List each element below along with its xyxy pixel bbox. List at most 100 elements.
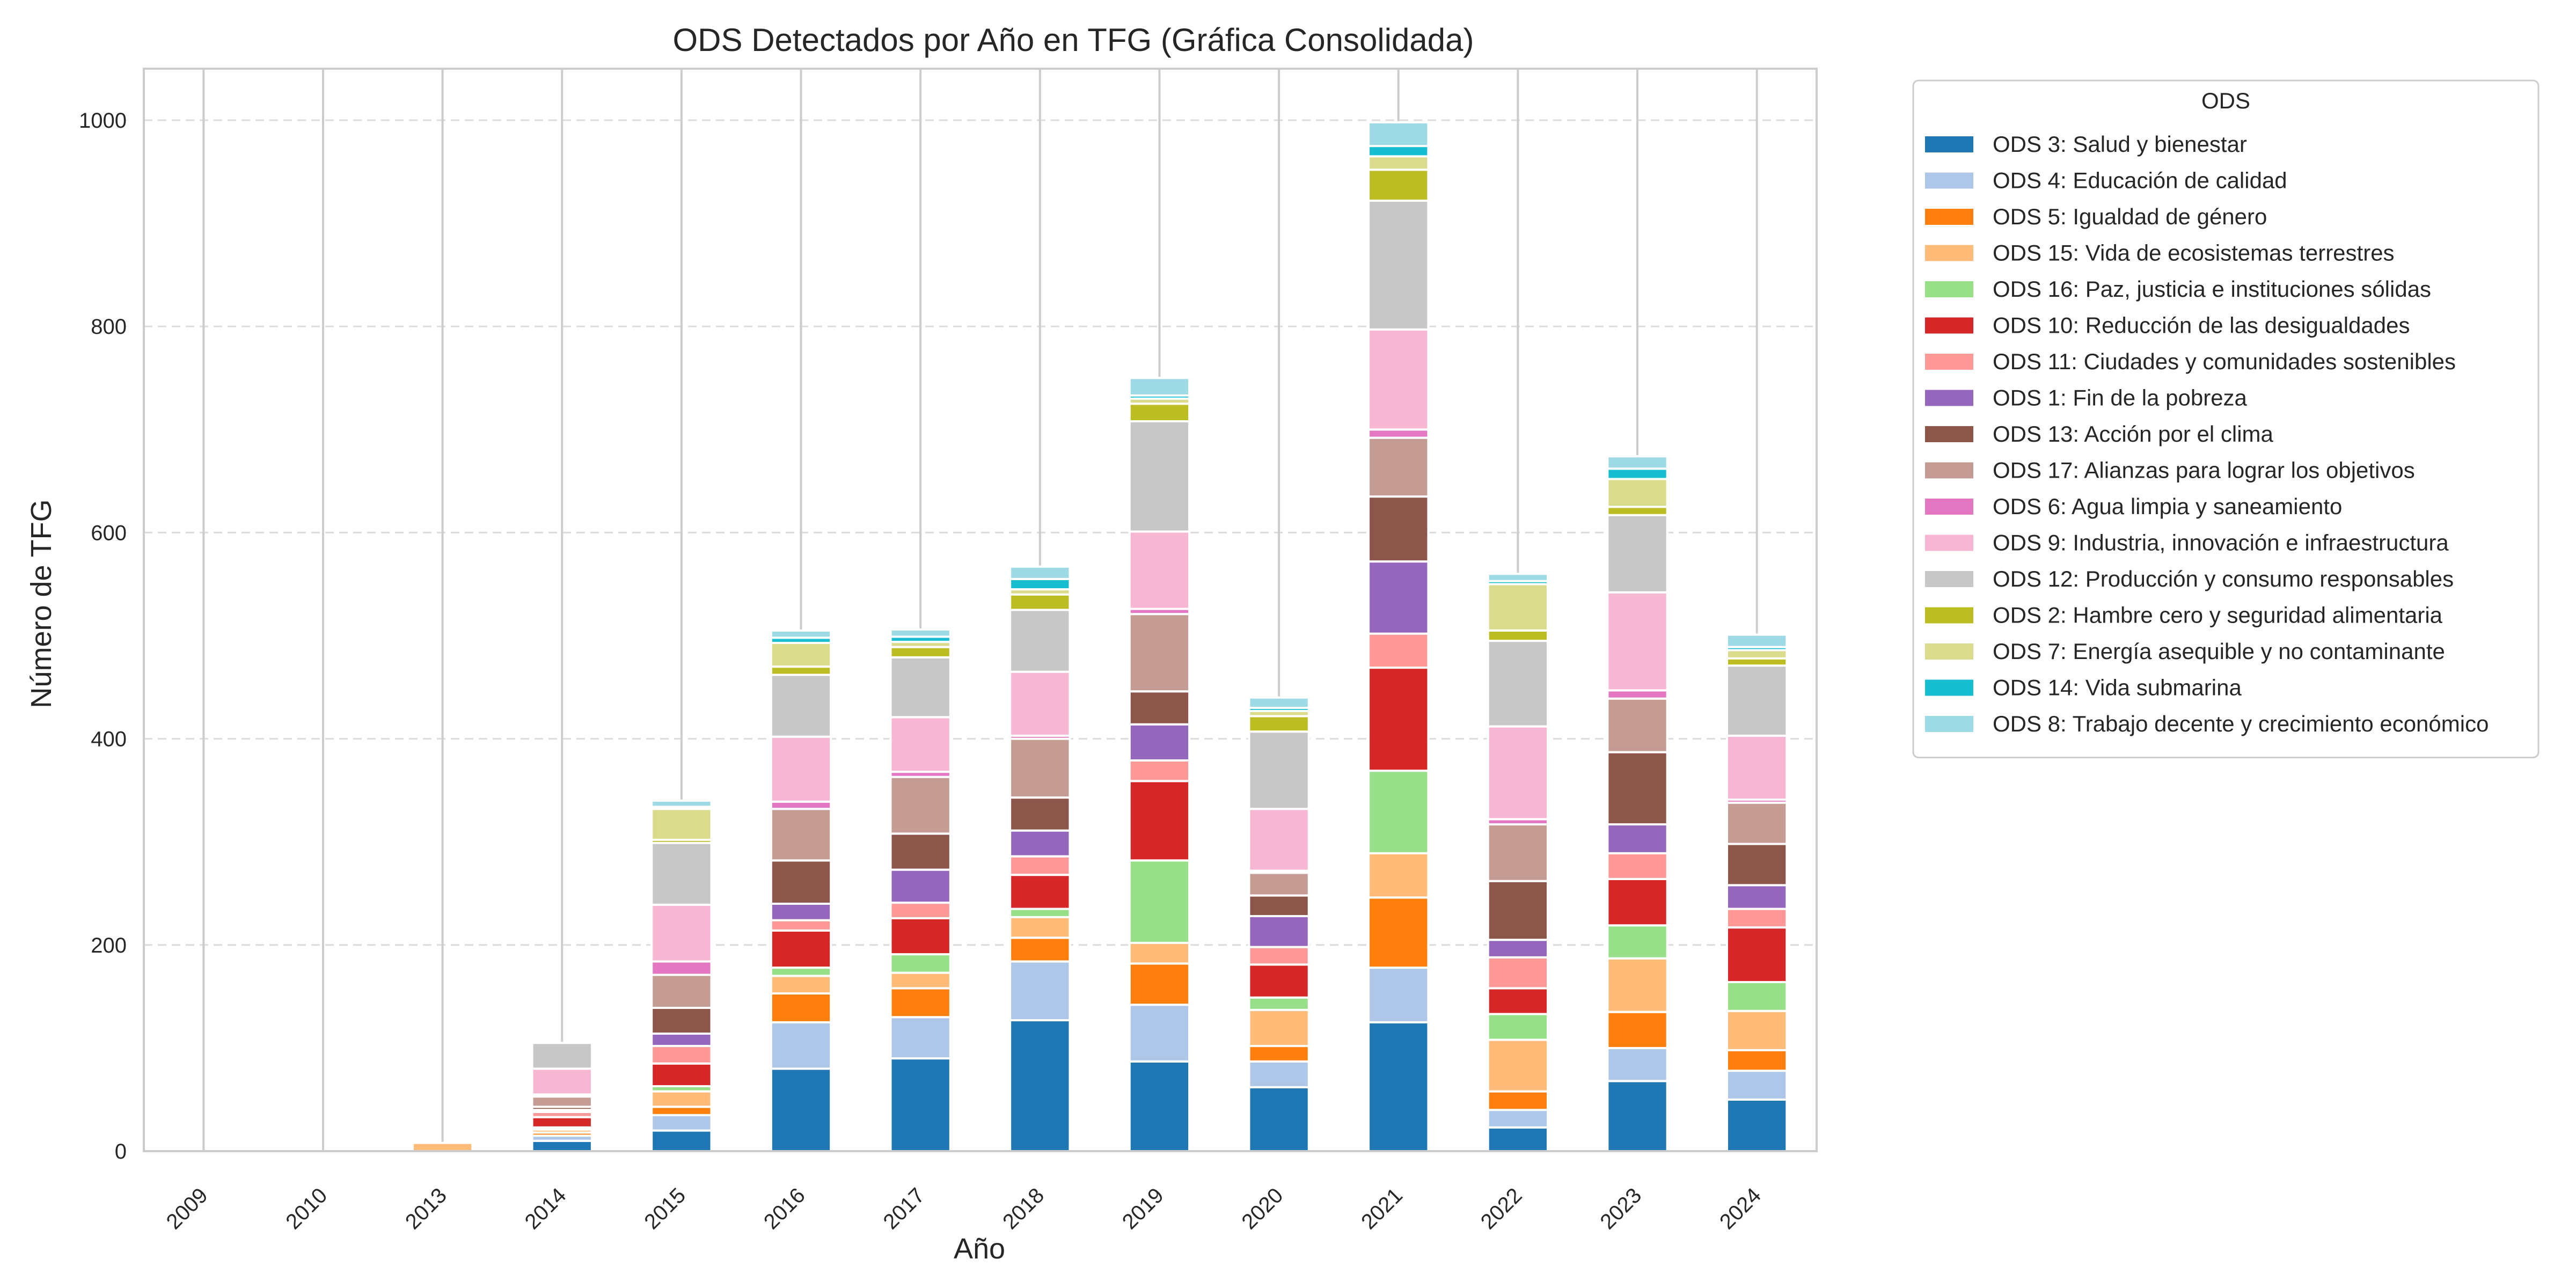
legend-item: ODS 1: Fin de la pobreza bbox=[1925, 385, 2248, 411]
legend-item: ODS 3: Salud y bienestar bbox=[1925, 131, 2247, 157]
bar-segment bbox=[1606, 467, 1668, 480]
bar-segment bbox=[1248, 808, 1310, 872]
bar-segment bbox=[1367, 896, 1430, 969]
y-tick-label: 800 bbox=[91, 315, 127, 339]
bar-segment bbox=[650, 799, 713, 808]
bar-segment bbox=[1128, 1060, 1191, 1153]
bar-segment bbox=[1009, 960, 1071, 1022]
bar-stack-2019 bbox=[1128, 377, 1191, 1153]
bar-segment bbox=[1487, 987, 1549, 1015]
bar-segment bbox=[1009, 916, 1071, 939]
bar-segment bbox=[1367, 328, 1430, 431]
bar-segment bbox=[1487, 1109, 1549, 1129]
bar-segment bbox=[1367, 155, 1430, 171]
bar-segment bbox=[1128, 759, 1191, 782]
bar-segment bbox=[1248, 996, 1310, 1011]
legend-item: ODS 11: Ciudades y comunidades sostenibl… bbox=[1925, 349, 2456, 374]
bar-segment bbox=[1367, 199, 1430, 331]
bar-segment bbox=[1009, 577, 1071, 591]
bar-segment bbox=[1248, 1008, 1310, 1048]
bar-segment bbox=[1606, 514, 1668, 594]
bar-segment bbox=[1128, 377, 1191, 397]
bar-segment bbox=[1726, 926, 1788, 983]
bar-segment bbox=[650, 1090, 713, 1108]
legend-item: ODS 10: Reducción de las desigualdades bbox=[1925, 313, 2410, 338]
legend-item: ODS 13: Acción por el clima bbox=[1925, 421, 2274, 447]
bar-segment bbox=[1487, 1013, 1549, 1041]
y-axis-title: Número de TFG bbox=[25, 499, 57, 708]
legend-item: ODS 4: Educación de calidad bbox=[1925, 168, 2287, 193]
legend-swatch bbox=[1925, 317, 1973, 334]
legend-label: ODS 2: Hambre cero y seguridad alimentar… bbox=[1993, 603, 2443, 628]
legend-label: ODS 6: Agua limpia y saneamiento bbox=[1993, 494, 2342, 519]
legend-label: ODS 13: Acción por el clima bbox=[1993, 421, 2274, 447]
bar-segment bbox=[1726, 884, 1788, 910]
legend-label: ODS 17: Alianzas para lograr los objetiv… bbox=[1993, 458, 2415, 483]
bar-segment bbox=[650, 1114, 713, 1132]
bar-segment bbox=[1726, 980, 1788, 1012]
legend-label: ODS 3: Salud y bienestar bbox=[1993, 131, 2247, 157]
bar-segment bbox=[889, 656, 952, 719]
legend-swatch bbox=[1925, 172, 1973, 189]
bar-segment bbox=[1009, 1019, 1071, 1153]
bar-segment bbox=[1009, 874, 1071, 910]
bar-segment bbox=[531, 1067, 593, 1096]
bar-segment bbox=[1606, 455, 1668, 470]
bar-segment bbox=[770, 967, 832, 977]
bar-segment bbox=[770, 1067, 832, 1153]
bar-segment bbox=[889, 917, 952, 956]
y-tick-label: 600 bbox=[91, 521, 127, 545]
bar-segment bbox=[1606, 823, 1668, 854]
bar-stack-2018 bbox=[1009, 565, 1071, 1153]
legend-swatch bbox=[1925, 281, 1973, 297]
bar-segment bbox=[1606, 1080, 1668, 1152]
bar-segment bbox=[889, 646, 952, 658]
bar-segment bbox=[1009, 855, 1071, 876]
legend-label: ODS 4: Educación de calidad bbox=[1993, 168, 2287, 193]
bar-segment bbox=[1726, 649, 1788, 660]
bar-segment bbox=[889, 832, 952, 871]
legend-item: ODS 14: Vida submarina bbox=[1925, 675, 2242, 700]
legend: ODS ODS 3: Salud y bienestar ODS 4: Educac… bbox=[1912, 79, 2540, 758]
legend-label: ODS 8: Trabajo decente y crecimiento eco… bbox=[1993, 711, 2489, 736]
legend-swatch bbox=[1925, 716, 1973, 732]
bar-segment bbox=[1248, 730, 1310, 810]
legend-swatch bbox=[1925, 643, 1973, 660]
bar-segment bbox=[889, 987, 952, 1019]
legend-swatch bbox=[1925, 136, 1973, 152]
legend-swatch bbox=[1925, 390, 1973, 406]
bar-segment bbox=[1367, 121, 1430, 148]
legend-label: ODS 9: Industria, innovación e infraestr… bbox=[1993, 530, 2449, 555]
legend-swatch bbox=[1925, 679, 1973, 696]
bar-segment bbox=[1009, 796, 1071, 832]
bar-segment bbox=[889, 716, 952, 773]
bar-segment bbox=[1487, 573, 1549, 582]
bar-segment bbox=[1367, 436, 1430, 498]
legend-label: ODS 10: Reducción de las desigualdades bbox=[1993, 313, 2410, 338]
bar-segment bbox=[1128, 859, 1191, 944]
bar-segment bbox=[770, 808, 832, 862]
bar-segment bbox=[1009, 829, 1071, 858]
bar-segment bbox=[650, 1106, 713, 1116]
bar-segment bbox=[1367, 495, 1430, 563]
bar-segment bbox=[770, 1021, 832, 1070]
bar-segment bbox=[1248, 1086, 1310, 1153]
bar-segment bbox=[1128, 1004, 1191, 1063]
legend-swatch bbox=[1925, 571, 1973, 587]
bar-segment bbox=[1487, 939, 1549, 958]
legend-box bbox=[1912, 79, 2540, 758]
bar-segment bbox=[1128, 420, 1191, 533]
y-tick-label: 400 bbox=[91, 728, 127, 751]
bar-segment bbox=[650, 1033, 713, 1048]
bar-stack-2021 bbox=[1367, 121, 1430, 1153]
bar-segment bbox=[770, 674, 832, 738]
bar-segment bbox=[650, 1006, 713, 1035]
bar-segment bbox=[1248, 894, 1310, 918]
bar-segment bbox=[531, 1116, 593, 1129]
bar-segment bbox=[770, 919, 832, 932]
bar-segment bbox=[1726, 734, 1788, 801]
legend-label: ODS 11: Ciudades y comunidades sostenibl… bbox=[1993, 349, 2456, 374]
plot-frame bbox=[143, 68, 1818, 1152]
bar-segment bbox=[1606, 591, 1668, 692]
legend-item: ODS 12: Producción y consumo responsable… bbox=[1925, 566, 2454, 591]
